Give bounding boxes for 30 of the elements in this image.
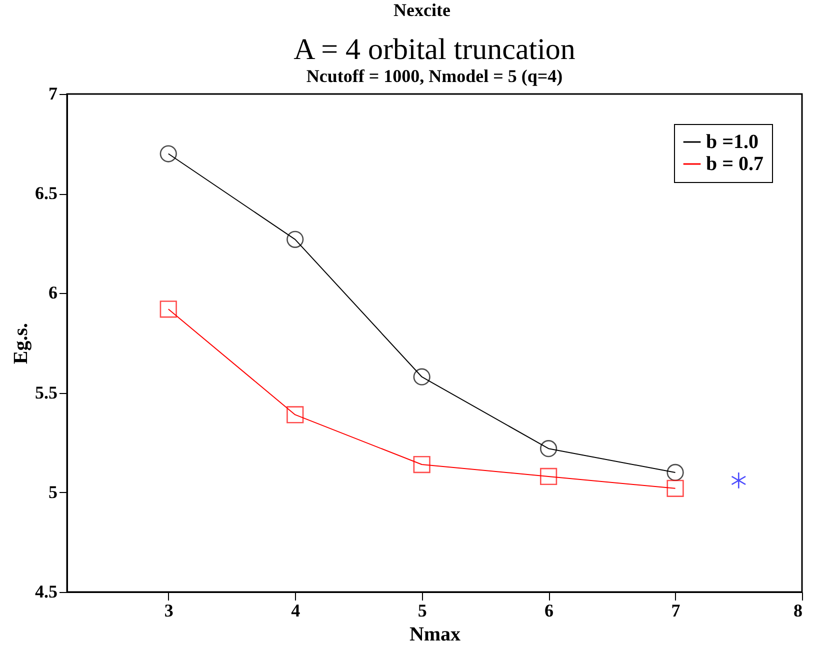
point [540, 468, 558, 486]
point [286, 406, 304, 424]
x-tick-label: 5 [418, 600, 427, 620]
y-tick-label: 5.5 [35, 382, 58, 402]
text: Nexcite [394, 0, 450, 20]
point [666, 480, 684, 497]
point [413, 456, 430, 474]
x-tick-label: 6 [544, 600, 554, 620]
x-tick-label: 4 [291, 600, 300, 620]
point [160, 145, 177, 162]
chart-title: A = 4 orbital truncation [294, 33, 576, 66]
point [666, 464, 684, 482]
point [160, 300, 177, 318]
legend-label: b = 0.7 [706, 153, 764, 175]
point [413, 368, 430, 386]
y-axis-title: Eg.s. [10, 322, 32, 364]
x-tick-label: 3 [164, 600, 174, 620]
y-tick-label: 7 [48, 84, 58, 104]
x-axis-title: Nmax [409, 624, 461, 646]
y-tick-label: 4.5 [35, 582, 58, 602]
point [286, 230, 304, 248]
y-tick-label: 5 [48, 482, 58, 502]
chart-subtitle: Ncutoff = 1000, Nmodel = 5 (q=4) [306, 66, 563, 86]
y-tick-label: 6 [48, 282, 58, 303]
x-tick-label: 8 [794, 600, 802, 620]
point [540, 440, 558, 458]
point [731, 472, 746, 490]
y-tick-label: 6.5 [35, 183, 58, 204]
legend-label: b =1.0 [706, 131, 759, 153]
x-tick-label: 7 [671, 600, 680, 620]
